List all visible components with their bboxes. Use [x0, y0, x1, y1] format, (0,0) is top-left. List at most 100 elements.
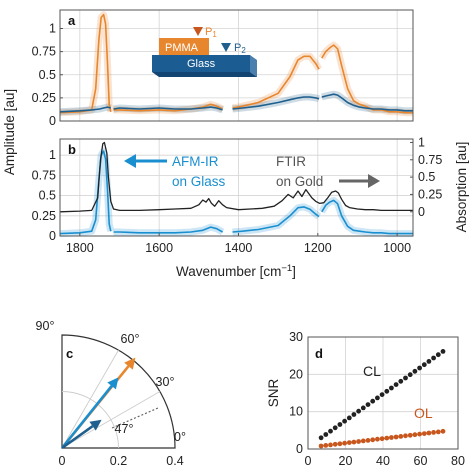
afm-arrow-left-icon [124, 154, 136, 168]
glass-label: Glass [187, 58, 216, 70]
panel-b-xtick-label-2: 1400 [225, 241, 253, 255]
snr-axis-label: SNR [266, 379, 281, 408]
panel-d-cl-point-9 [360, 405, 366, 411]
panel-c-letter: c [66, 346, 73, 361]
p2-marker-icon [221, 43, 231, 52]
panel-d-ol-point-9 [360, 438, 366, 444]
panel-a-ytick-label-3: 0.75 [32, 45, 56, 59]
panel-d-ol-point-2 [328, 442, 333, 448]
panel-b-series-0-line-1 [113, 226, 223, 234]
panel-c: 90° 60° 30° 0° 0 0.2 0.4 47° c [36, 319, 186, 468]
polar-angle-label-1: 60° [121, 332, 140, 346]
panel-b-xtick-label-3: 1200 [304, 241, 332, 255]
panel-a-series-0-line-2 [232, 55, 320, 109]
polar-spoke-30 [61, 391, 161, 449]
panel-d-cl-point-1 [323, 432, 329, 437]
polar-dotted-line [111, 407, 159, 429]
panel-d-ol-point-24 [431, 430, 436, 435]
panel-d-ol-point-21 [417, 431, 422, 437]
panel-d-xtick-label-4: 80 [451, 454, 465, 468]
panel-b-series-0-band-0 [59, 147, 115, 238]
panel-b-left-ytick-label-0: 0 [49, 229, 56, 243]
polar-r-tick-label-2: 0.4 [166, 454, 183, 468]
panel-b-series-0-line-3 [321, 199, 413, 235]
panel-b-left-ytick-label-4: 1 [49, 148, 56, 162]
panel-d-ol-point-3 [332, 441, 338, 447]
panel-d-cl-point-7 [351, 412, 357, 417]
panel-d-xtick-label-0: 0 [305, 454, 312, 468]
afm-ir-label: AFM-IR [172, 154, 219, 169]
panel-c-polar-grid [61, 334, 176, 449]
panel-d-ytick-label-2: 20 [289, 367, 303, 381]
panel-d-points [318, 349, 446, 449]
panel-b-letter: b [68, 142, 76, 157]
panel-d-ol-point-1 [323, 443, 329, 448]
panel-b-right-ytick-label-3: 0.75 [418, 153, 442, 167]
panel-b-right-ytick-label-2: 0.5 [418, 170, 435, 184]
panel-b-series-1-line-0 [59, 141, 413, 213]
panel-d-ol-point-22 [421, 431, 427, 436]
panel-b-series-0-band-3 [318, 196, 413, 238]
panel-d-ytick-label-0: 0 [296, 442, 303, 456]
panel-b-lines [59, 141, 413, 235]
panel-b-right-y-ticks: 0 0.25 0.5 0.75 1 [410, 135, 442, 219]
panel-d-ytick-label-1: 10 [289, 405, 303, 419]
panel-a-ytick-label-4: 1 [49, 22, 56, 36]
panel-b-xtick-label-1: 1600 [145, 241, 173, 255]
legend-ol-label: OL [414, 405, 433, 421]
panel-d-ytick-label-3: 30 [289, 330, 303, 344]
panel-d-cl-point-18 [403, 375, 408, 381]
polar-ring-0-2 [61, 391, 119, 449]
panel-d-cl-point-12 [375, 395, 380, 401]
panel-d-ol-point-14 [384, 435, 390, 441]
p2-label: P2 [234, 42, 246, 55]
panel-d-cl-point-3 [332, 425, 338, 431]
panel-b-series-0-band-2 [232, 203, 322, 236]
glass-layer-bottom [152, 72, 257, 77]
polar-vector-1-shaft [60, 385, 113, 449]
panel-d-cl-point-26 [440, 349, 446, 354]
panel-d-ol-point-6 [346, 440, 352, 445]
panel-b-left-ytick-label-1: 0.25 [32, 209, 56, 223]
panel-a-series-1-line-1 [113, 106, 223, 111]
panel-a-ytick-label-1: 0.25 [32, 91, 56, 105]
panel-a-lines [59, 13, 413, 114]
afm-on-glass-label: on Glass [172, 174, 226, 189]
panel-b-right-ytick-label-4: 1 [418, 135, 425, 149]
panel-a-series-0-band-3 [318, 41, 413, 117]
wavenumber-axis-label: Wavenumber [cm−1] [176, 263, 296, 279]
polar-outer-boundary [61, 334, 176, 449]
panel-d-cl-point-8 [356, 408, 361, 414]
panel-d-cl-point-6 [346, 415, 352, 421]
panel-d-frame [307, 336, 459, 450]
panel-a-ytick-label-0: 0 [49, 114, 56, 128]
panel-d-ol-point-13 [379, 436, 385, 442]
panel-d-cl-point-11 [370, 398, 376, 404]
polar-angle-label-0: 90° [36, 319, 55, 333]
panel-d-cl-point-21 [417, 365, 422, 371]
amplitude-axis-label: Amplitude [au] [2, 89, 17, 175]
panel-b-xtick-label-0: 1800 [66, 241, 94, 255]
panel-c-labels: 90° 60° 30° 0° 0 0.2 0.4 47° [36, 319, 186, 468]
panel-d-cl-point-4 [337, 422, 343, 427]
panel-d-cl-point-22 [421, 362, 427, 368]
panel-d-ol-point-26 [440, 428, 446, 434]
panel-d-cl-point-23 [426, 359, 432, 364]
panel-a-ytick-label-2: 0.5 [39, 68, 56, 82]
panel-b-series-0-line-2 [232, 206, 320, 233]
panel-d-cl-point-0 [318, 435, 324, 441]
panel-b-bands [59, 147, 413, 238]
panel-d-ol-point-10 [365, 438, 371, 443]
panel-b-x-ticks: 1800 1600 1400 1200 1000 [66, 233, 411, 255]
panel-d-ol-point-7 [351, 439, 357, 445]
pmma-layer [159, 38, 209, 55]
panel-d-cl-point-24 [431, 355, 436, 361]
ftir-arrow-right-icon [368, 174, 380, 188]
p1-marker-icon [193, 27, 203, 36]
panel-d-ol-point-5 [342, 440, 347, 446]
panel-d-ol-point-12 [375, 436, 380, 442]
polar-vector-2-shaft [61, 425, 94, 450]
panel-b-frame [59, 138, 414, 237]
panel-a-frame [59, 9, 414, 122]
